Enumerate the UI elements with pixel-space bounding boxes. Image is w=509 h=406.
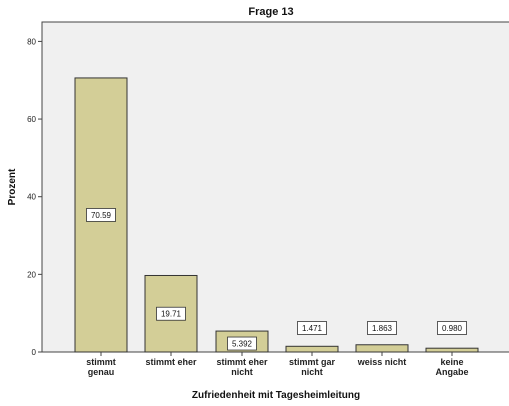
x-category-label: Angabe xyxy=(435,367,468,377)
data-label: 19.71 xyxy=(156,306,186,321)
x-category-label: stimmt xyxy=(86,357,116,367)
data-label-box xyxy=(367,321,397,335)
data-label-box xyxy=(227,336,257,351)
data-label-text: 0.980 xyxy=(442,324,463,333)
data-label-box xyxy=(437,321,467,335)
bar xyxy=(74,77,128,353)
x-category-label: stimmt eher xyxy=(216,357,268,367)
x-category-label: keine xyxy=(440,357,463,367)
bar xyxy=(425,347,479,353)
y-tick-label: 40 xyxy=(27,193,36,202)
x-axis-title: Zufriedenheit mit Tagesheimleitung xyxy=(192,390,360,401)
data-label-text: 1.863 xyxy=(372,324,393,333)
data-label: 1.471 xyxy=(297,321,327,335)
x-category-label: nicht xyxy=(301,367,323,377)
data-label-text: 70.59 xyxy=(91,211,112,220)
x-category-label: stimmt gar xyxy=(289,357,336,367)
x-category-label: stimmt eher xyxy=(145,357,197,367)
data-label: 70.59 xyxy=(86,208,116,222)
y-tick-label: 20 xyxy=(27,270,36,279)
chart-title: Frage 13 xyxy=(248,6,293,18)
data-label-text: 5.392 xyxy=(232,340,253,349)
y-tick-label: 0 xyxy=(32,348,37,357)
data-label-box xyxy=(86,208,116,222)
data-label-box xyxy=(156,306,186,321)
y-axis: 0 20 40 60 80 xyxy=(27,37,42,357)
bar xyxy=(355,344,409,353)
data-label: 0.980 xyxy=(437,321,467,335)
bar xyxy=(285,345,339,353)
x-category-label: genau xyxy=(88,367,115,377)
bars: 70.59 19.71 5.392 1.471 1.863 0.980 xyxy=(74,77,479,353)
y-tick-label: 60 xyxy=(27,115,36,124)
data-label: 5.392 xyxy=(227,336,257,351)
x-category-label: weiss nicht xyxy=(357,357,407,367)
data-label-text: 19.71 xyxy=(161,310,182,319)
x-category-label: nicht xyxy=(231,367,253,377)
data-label-box xyxy=(297,321,327,335)
data-label-text: 1.471 xyxy=(302,324,323,333)
data-label: 1.863 xyxy=(367,321,397,335)
y-tick-label: 80 xyxy=(27,37,36,46)
y-axis-title: Prozent xyxy=(7,168,18,205)
